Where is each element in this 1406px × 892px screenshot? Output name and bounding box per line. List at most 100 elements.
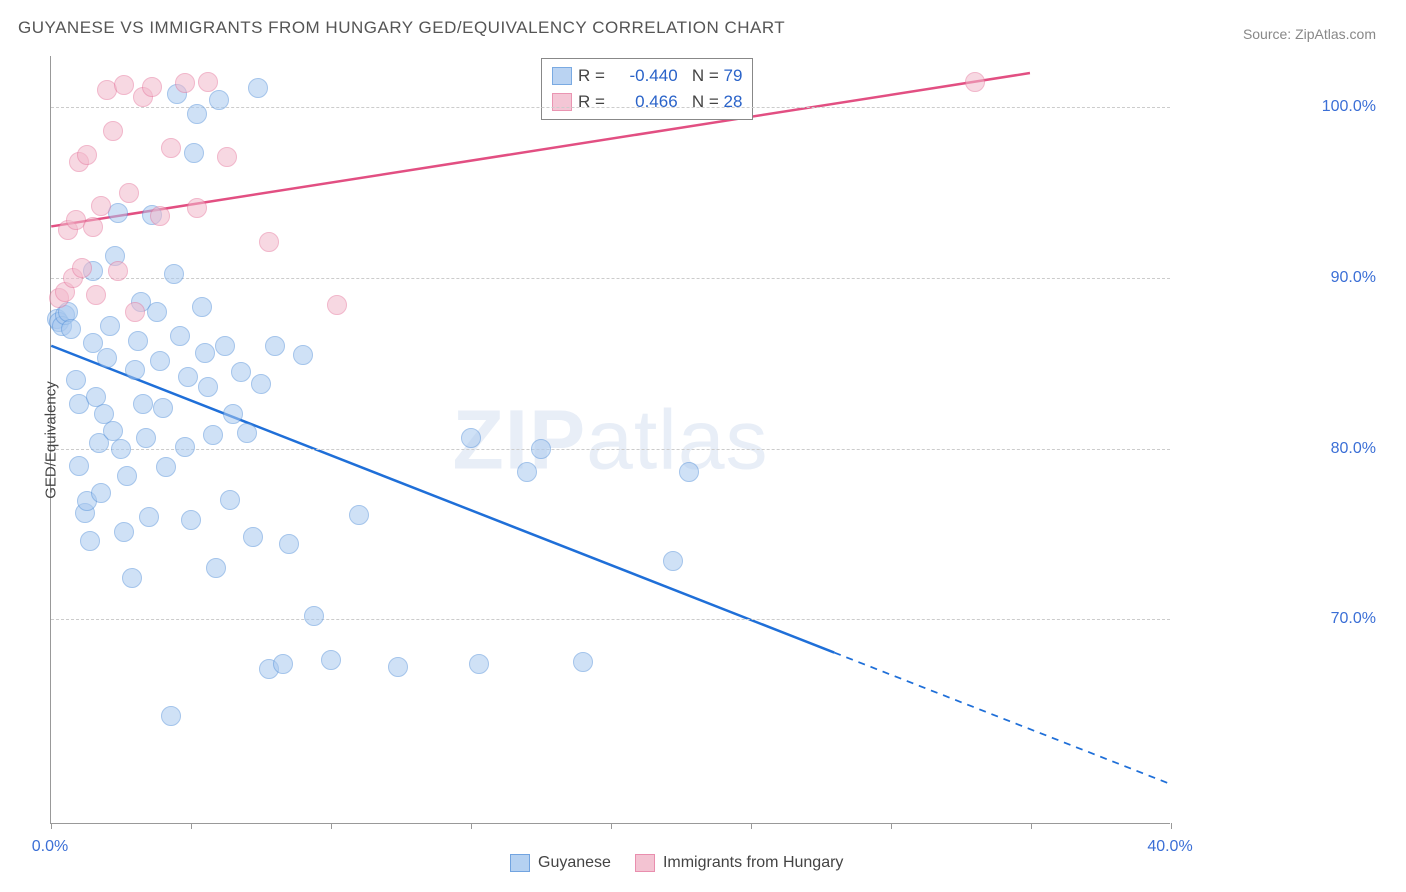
scatter-point — [142, 77, 162, 97]
scatter-point — [181, 510, 201, 530]
scatter-point — [91, 196, 111, 216]
scatter-point — [259, 232, 279, 252]
scatter-point — [111, 439, 131, 459]
scatter-point — [164, 264, 184, 284]
scatter-point — [215, 336, 235, 356]
watermark: ZIPatlas — [452, 391, 768, 488]
scatter-point — [103, 121, 123, 141]
scatter-point — [100, 316, 120, 336]
scatter-point — [187, 198, 207, 218]
scatter-point — [161, 706, 181, 726]
scatter-point — [198, 72, 218, 92]
legend-swatch — [635, 854, 655, 872]
scatter-point — [91, 483, 111, 503]
scatter-point — [469, 654, 489, 674]
y-tick-label: 80.0% — [1331, 440, 1376, 458]
scatter-point — [265, 336, 285, 356]
scatter-point — [192, 297, 212, 317]
scatter-point — [304, 606, 324, 626]
x-tick-label: 0.0% — [32, 838, 68, 856]
scatter-point — [184, 143, 204, 163]
scatter-point — [573, 652, 593, 672]
scatter-point — [220, 490, 240, 510]
scatter-point — [206, 558, 226, 578]
scatter-point — [195, 343, 215, 363]
scatter-point — [86, 285, 106, 305]
scatter-point — [161, 138, 181, 158]
scatter-point — [153, 398, 173, 418]
scatter-point — [119, 183, 139, 203]
legend-r-text: R = 0.466 N = 28 — [578, 92, 742, 112]
scatter-point — [156, 457, 176, 477]
scatter-point — [223, 404, 243, 424]
correlation-legend: R = -0.440 N = 79 R = 0.466 N = 28 — [541, 58, 753, 120]
scatter-point — [273, 654, 293, 674]
scatter-point — [147, 302, 167, 322]
x-tick — [1031, 823, 1032, 829]
legend-item: Guyanese — [510, 854, 611, 872]
gridline — [51, 278, 1170, 279]
scatter-point — [349, 505, 369, 525]
x-tick — [191, 823, 192, 829]
scatter-point — [72, 258, 92, 278]
scatter-point — [248, 78, 268, 98]
x-tick — [331, 823, 332, 829]
scatter-point — [175, 437, 195, 457]
legend-swatch — [552, 93, 572, 111]
scatter-point — [150, 351, 170, 371]
y-tick-label: 100.0% — [1322, 98, 1376, 116]
legend-swatch — [552, 67, 572, 85]
y-tick-label: 90.0% — [1331, 269, 1376, 287]
scatter-point — [517, 462, 537, 482]
x-tick — [471, 823, 472, 829]
scatter-point — [251, 374, 271, 394]
legend-item: Immigrants from Hungary — [635, 854, 844, 872]
legend-row: R = 0.466 N = 28 — [552, 89, 742, 115]
x-tick — [51, 823, 52, 829]
scatter-point — [679, 462, 699, 482]
series-legend: Guyanese Immigrants from Hungary — [510, 854, 843, 872]
scatter-point — [128, 331, 148, 351]
scatter-point — [243, 527, 263, 547]
x-tick — [611, 823, 612, 829]
scatter-point — [125, 360, 145, 380]
scatter-point — [178, 367, 198, 387]
scatter-point — [61, 319, 81, 339]
scatter-point — [461, 428, 481, 448]
scatter-point — [965, 72, 985, 92]
scatter-point — [293, 345, 313, 365]
scatter-point — [237, 423, 257, 443]
scatter-point — [170, 326, 190, 346]
scatter-point — [117, 466, 137, 486]
watermark-light: atlas — [586, 392, 768, 486]
scatter-point — [69, 456, 89, 476]
legend-row: R = -0.440 N = 79 — [552, 63, 742, 89]
scatter-point — [139, 507, 159, 527]
scatter-point — [279, 534, 299, 554]
scatter-point — [663, 551, 683, 571]
y-tick-label: 70.0% — [1331, 610, 1376, 628]
trend-line — [51, 346, 834, 653]
source-label: Source: ZipAtlas.com — [1243, 26, 1376, 42]
scatter-point — [136, 428, 156, 448]
scatter-point — [327, 295, 347, 315]
y-axis-title: GED/Equivalency — [43, 381, 60, 499]
scatter-point — [66, 370, 86, 390]
scatter-point — [133, 394, 153, 414]
scatter-point — [203, 425, 223, 445]
scatter-point — [321, 650, 341, 670]
plot-area: GED/Equivalency ZIPatlas R = -0.440 N = … — [50, 56, 1170, 824]
trend-line-extrapolated — [834, 653, 1170, 784]
scatter-point — [114, 522, 134, 542]
scatter-point — [80, 531, 100, 551]
scatter-point — [187, 104, 207, 124]
scatter-point — [231, 362, 251, 382]
legend-r-text: R = -0.440 N = 79 — [578, 66, 742, 86]
legend-label: Immigrants from Hungary — [663, 854, 844, 872]
legend-label: Guyanese — [538, 854, 611, 872]
chart-title: GUYANESE VS IMMIGRANTS FROM HUNGARY GED/… — [18, 18, 785, 38]
scatter-point — [175, 73, 195, 93]
x-tick — [751, 823, 752, 829]
legend-swatch — [510, 854, 530, 872]
scatter-point — [122, 568, 142, 588]
